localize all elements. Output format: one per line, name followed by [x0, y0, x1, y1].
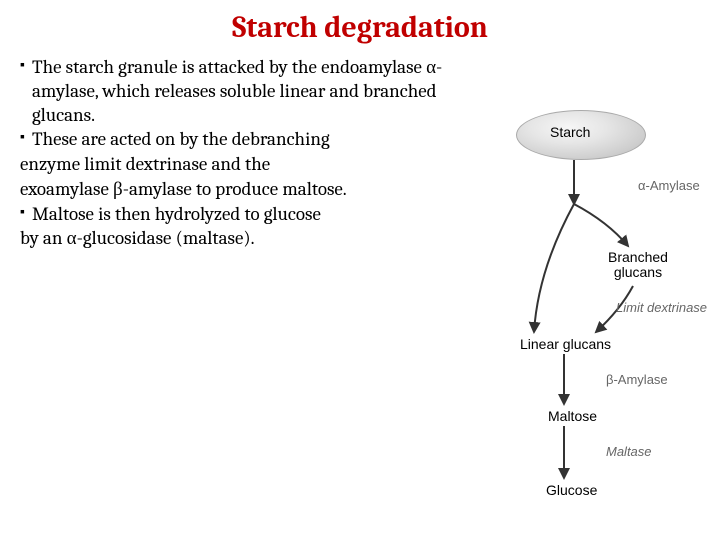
- bullet-item: The starch granule is attacked by the en…: [20, 56, 480, 127]
- enzyme-b-amylase: β-Amylase: [606, 372, 668, 387]
- node-branched-glucans: Branchedglucans: [608, 250, 668, 281]
- pathway-diagram: Starch α-Amylase Branchedglucans Limit d…: [488, 110, 708, 530]
- enzyme-maltase: Maltase: [606, 444, 652, 459]
- node-glucose: Glucose: [546, 482, 597, 498]
- node-maltose: Maltose: [548, 408, 597, 424]
- bullet-item: These are acted on by the debranching: [20, 128, 480, 152]
- bullet-continuation: by an α-glucosidase (maltase).: [20, 227, 480, 251]
- diagram-arrows: [488, 110, 708, 530]
- bullet-continuation: enzyme limit dextrinase and the: [20, 153, 480, 177]
- body-text: The starch granule is attacked by the en…: [20, 56, 480, 252]
- enzyme-limit-dextrinase: Limit dextrinase: [616, 300, 707, 315]
- enzyme-a-amylase: α-Amylase: [638, 178, 700, 193]
- node-linear-glucans: Linear glucans: [520, 336, 611, 352]
- bullet-continuation: exoamylase β-amylase to produce maltose.: [20, 178, 480, 202]
- page-title: Starch degradation: [0, 0, 720, 53]
- bullet-item: Maltose is then hydrolyzed to glucose: [20, 203, 480, 227]
